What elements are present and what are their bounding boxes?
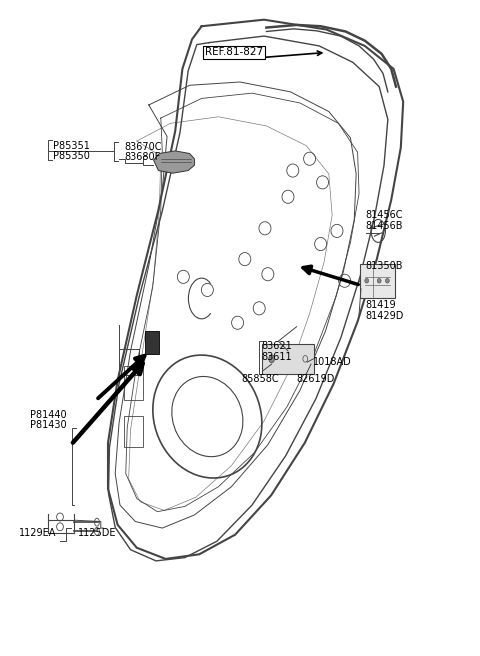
Text: 1018AD: 1018AD [313, 357, 352, 367]
Text: 82619D: 82619D [297, 374, 335, 384]
Text: 83611: 83611 [262, 352, 292, 362]
Text: 83621: 83621 [262, 341, 292, 352]
Text: 85858C: 85858C [241, 374, 278, 384]
Ellipse shape [269, 355, 275, 363]
Text: 81419: 81419 [366, 300, 396, 310]
Text: P85350: P85350 [53, 151, 90, 161]
Ellipse shape [377, 278, 381, 283]
FancyBboxPatch shape [145, 331, 159, 354]
Text: P81430: P81430 [30, 420, 66, 430]
Ellipse shape [365, 278, 369, 283]
Text: P85351: P85351 [53, 140, 90, 151]
Polygon shape [154, 151, 194, 173]
Ellipse shape [385, 278, 389, 283]
Text: 81429D: 81429D [366, 311, 404, 321]
Text: 83680F: 83680F [125, 152, 161, 163]
Text: 1125DE: 1125DE [78, 527, 116, 538]
Text: 1129EA: 1129EA [19, 527, 57, 538]
Text: 81350B: 81350B [366, 260, 403, 271]
FancyBboxPatch shape [262, 344, 314, 374]
FancyBboxPatch shape [360, 264, 395, 298]
Text: 81456B: 81456B [366, 220, 403, 231]
Text: REF.81-827: REF.81-827 [205, 47, 264, 58]
Text: 83670C: 83670C [125, 142, 162, 152]
Text: 81456C: 81456C [366, 210, 403, 220]
Text: P81440: P81440 [30, 409, 66, 420]
